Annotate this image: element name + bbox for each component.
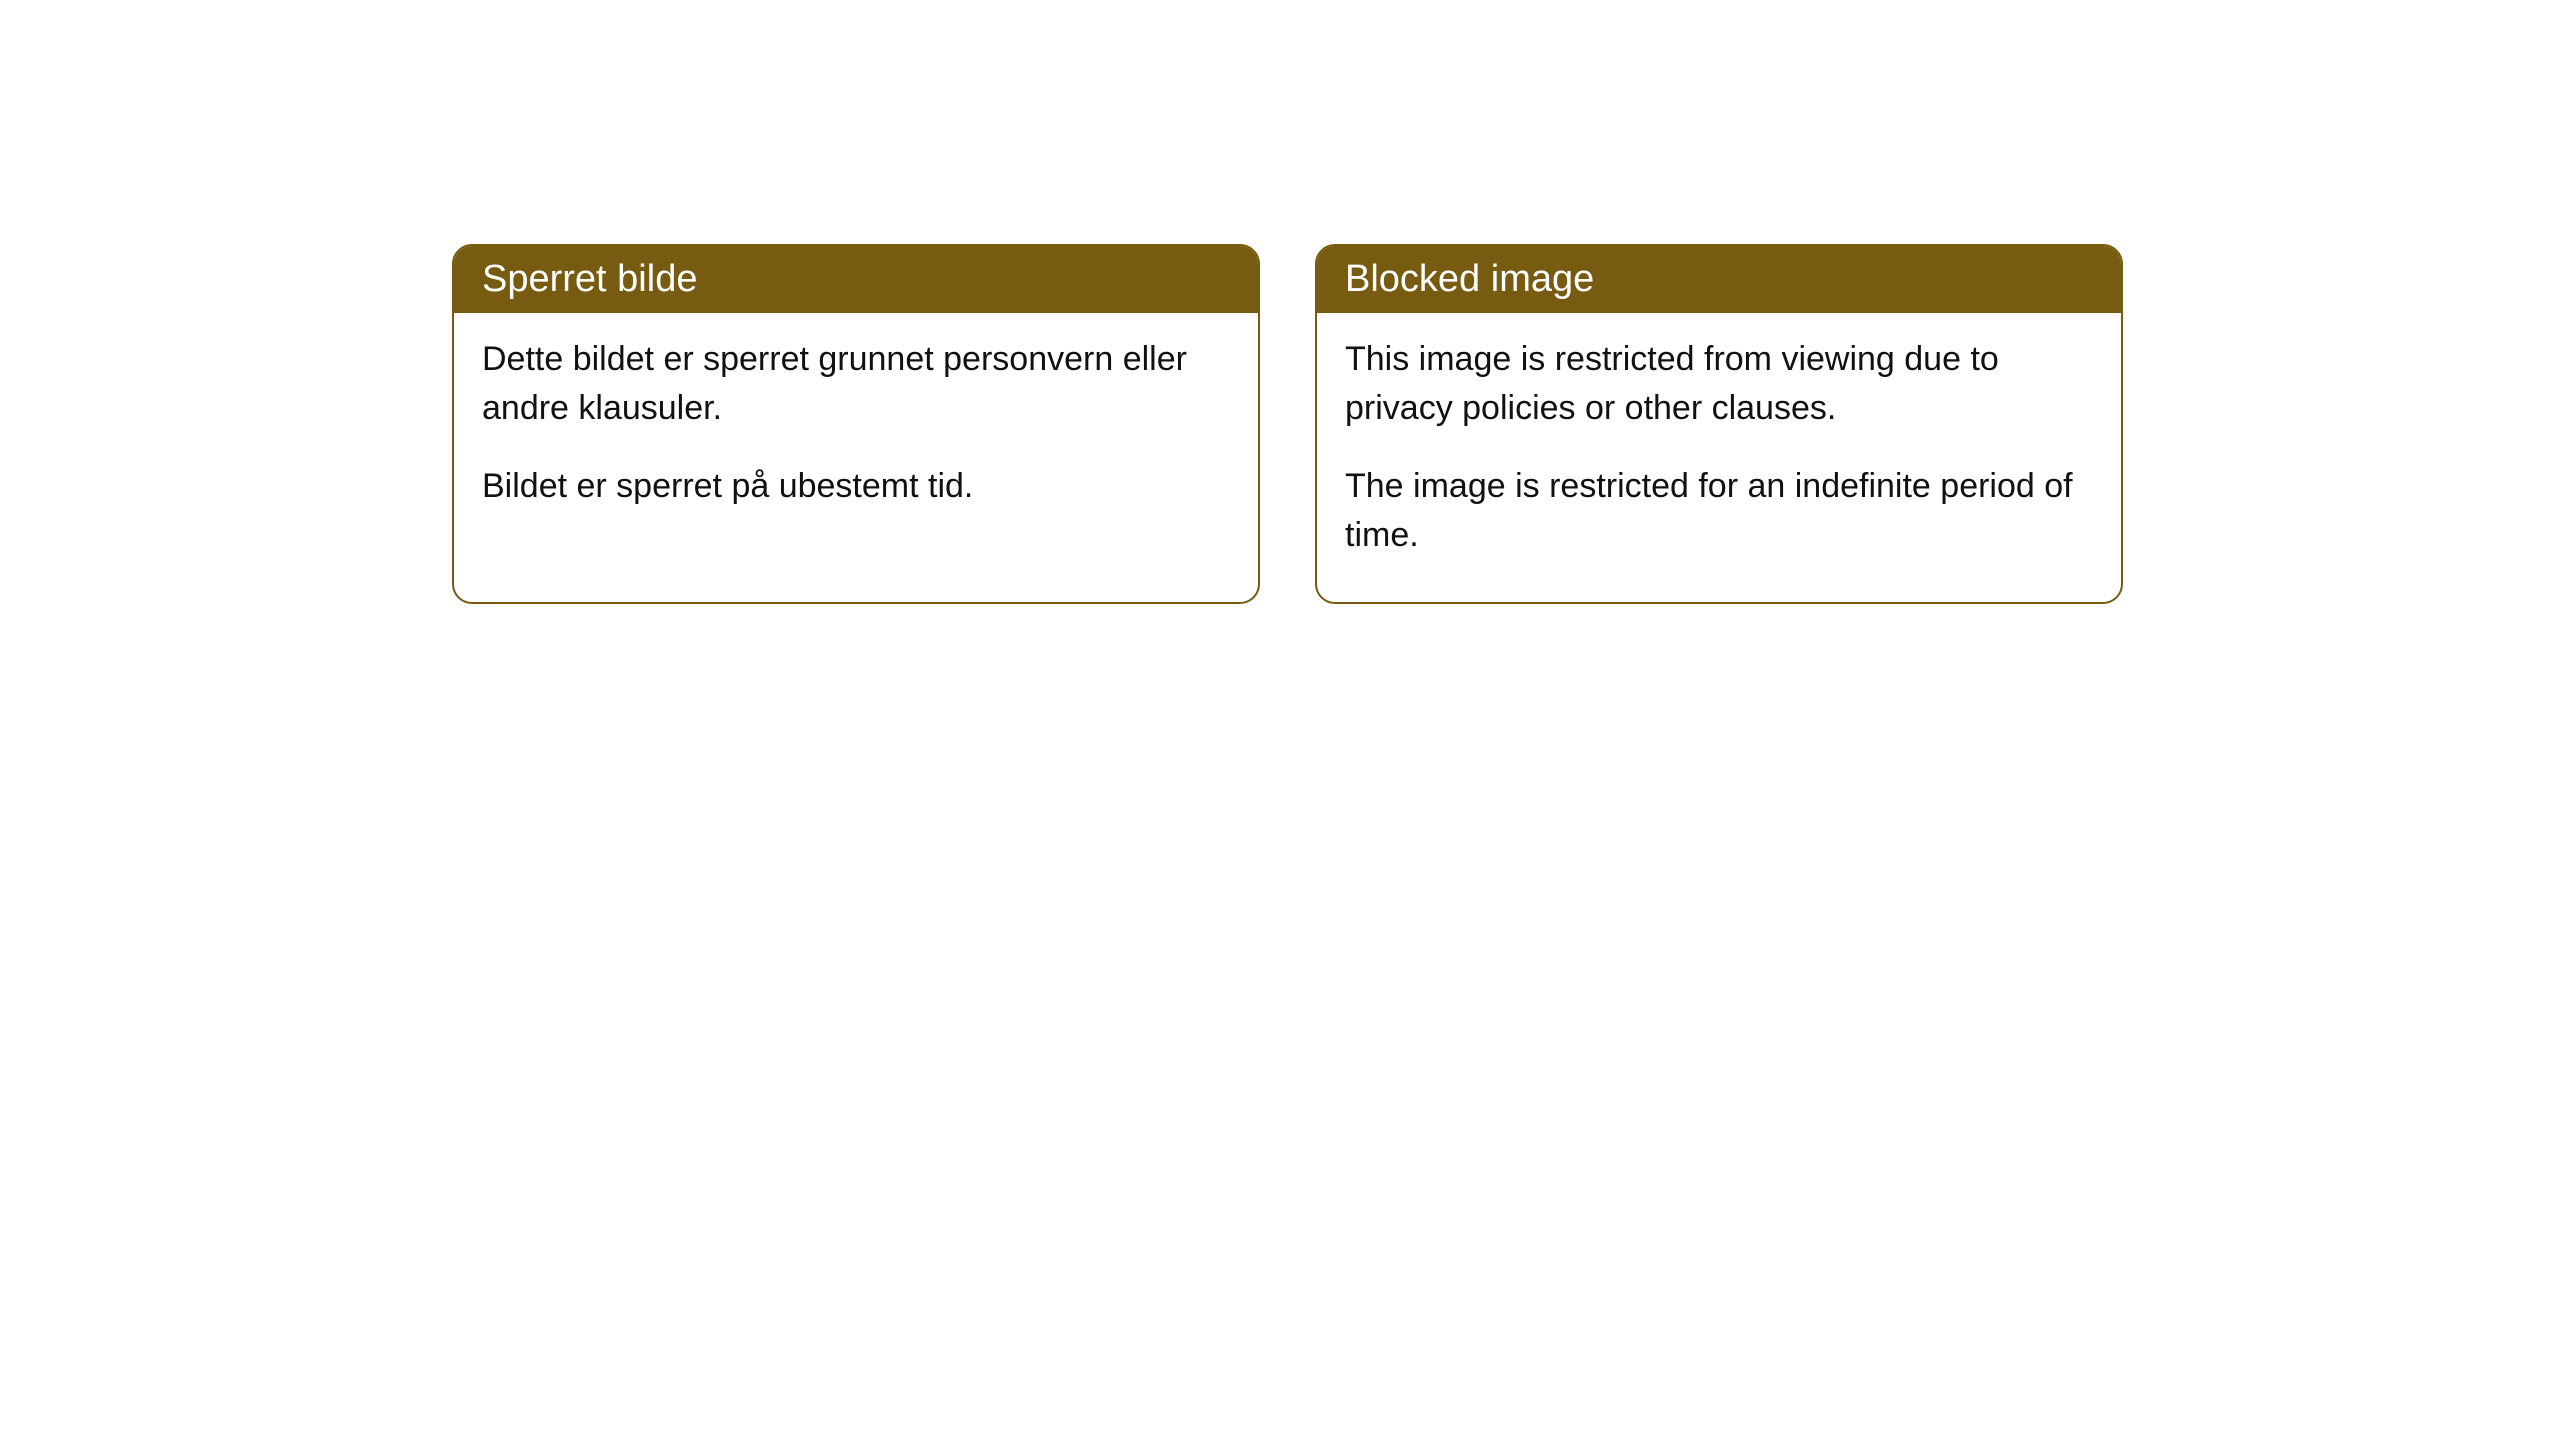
card-body: This image is restricted from viewing du…: [1317, 313, 2121, 602]
blocked-notice-card-en: Blocked image This image is restricted f…: [1315, 244, 2123, 604]
card-paragraph: This image is restricted from viewing du…: [1345, 335, 2093, 434]
card-paragraph: The image is restricted for an indefinit…: [1345, 462, 2093, 561]
card-title: Sperret bilde: [454, 246, 1258, 313]
card-title: Blocked image: [1317, 246, 2121, 313]
card-paragraph: Dette bildet er sperret grunnet personve…: [482, 335, 1230, 434]
card-body: Dette bildet er sperret grunnet personve…: [454, 313, 1258, 553]
notice-cards-container: Sperret bilde Dette bildet er sperret gr…: [452, 244, 2123, 604]
card-paragraph: Bildet er sperret på ubestemt tid.: [482, 462, 1230, 511]
blocked-notice-card-no: Sperret bilde Dette bildet er sperret gr…: [452, 244, 1260, 604]
